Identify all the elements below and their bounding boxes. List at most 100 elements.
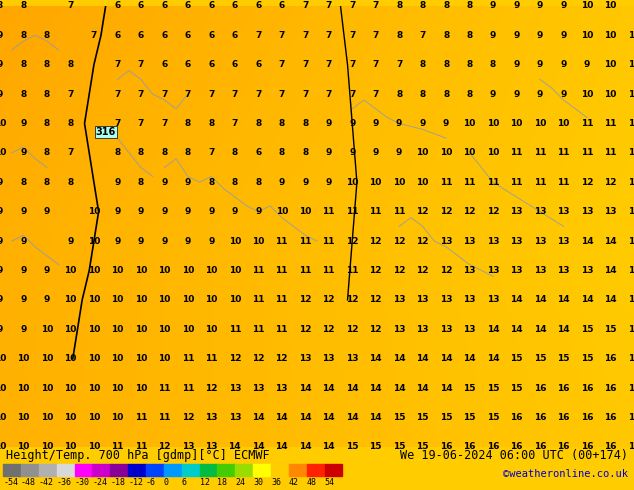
Text: 6: 6: [138, 31, 144, 40]
Text: 7: 7: [161, 119, 167, 128]
Text: 13: 13: [463, 266, 476, 275]
Text: 7: 7: [67, 1, 74, 10]
Text: 12: 12: [604, 178, 617, 187]
Text: 7: 7: [325, 90, 332, 98]
Text: Height/Temp. 700 hPa [gdmp][°C] ECMWF: Height/Temp. 700 hPa [gdmp][°C] ECMWF: [6, 449, 270, 462]
Text: 8: 8: [44, 90, 50, 98]
Text: 10: 10: [182, 325, 194, 334]
Text: 16: 16: [534, 413, 547, 422]
Text: 12: 12: [323, 325, 335, 334]
Text: 7: 7: [278, 90, 285, 98]
Text: 14: 14: [275, 442, 288, 451]
Text: 10: 10: [111, 325, 124, 334]
Text: 9: 9: [20, 207, 27, 216]
Text: 14: 14: [463, 354, 476, 363]
Text: 10: 10: [417, 148, 429, 157]
Text: 13: 13: [534, 207, 547, 216]
Bar: [182, 464, 200, 476]
Text: 13: 13: [487, 295, 500, 304]
Text: 9: 9: [208, 207, 214, 216]
Text: 9: 9: [0, 90, 3, 98]
Text: 7: 7: [373, 31, 379, 40]
Text: 15: 15: [534, 354, 547, 363]
Text: 16: 16: [604, 384, 617, 392]
Text: 14: 14: [417, 384, 429, 392]
Text: 8: 8: [231, 178, 238, 187]
Text: 14: 14: [323, 413, 335, 422]
Text: 11: 11: [205, 354, 217, 363]
Text: 8: 8: [420, 90, 426, 98]
Text: 6: 6: [208, 60, 214, 69]
Text: 15: 15: [604, 325, 617, 334]
Text: 9: 9: [184, 237, 191, 245]
Text: 8: 8: [255, 119, 261, 128]
Text: 16: 16: [604, 413, 617, 422]
Text: 12: 12: [440, 207, 453, 216]
Text: 13: 13: [534, 237, 547, 245]
Text: 10: 10: [0, 119, 6, 128]
Text: 13: 13: [463, 237, 476, 245]
Text: 11: 11: [323, 207, 335, 216]
Text: 7: 7: [231, 90, 238, 98]
Text: 15: 15: [581, 354, 593, 363]
Text: 9: 9: [114, 178, 120, 187]
Text: 10: 10: [111, 354, 124, 363]
Text: 11: 11: [581, 148, 593, 157]
Text: 11: 11: [393, 207, 405, 216]
Text: 13: 13: [557, 207, 570, 216]
Bar: [200, 464, 217, 476]
Text: 8: 8: [302, 148, 308, 157]
Text: 9: 9: [560, 60, 567, 69]
Text: 10: 10: [17, 442, 30, 451]
Text: 8: 8: [44, 178, 50, 187]
Text: 7: 7: [396, 60, 403, 69]
Text: 10: 10: [229, 237, 241, 245]
Text: 8: 8: [161, 148, 167, 157]
Text: 9: 9: [208, 237, 214, 245]
Text: 11: 11: [510, 178, 523, 187]
Text: 14: 14: [299, 384, 311, 392]
Text: 9: 9: [138, 237, 144, 245]
Text: 10: 10: [64, 354, 77, 363]
Text: 6: 6: [161, 60, 167, 69]
Text: 10: 10: [0, 442, 6, 451]
Text: 10: 10: [299, 207, 311, 216]
Text: 10: 10: [440, 148, 452, 157]
Text: 14: 14: [557, 295, 570, 304]
Text: 11: 11: [604, 148, 617, 157]
Text: 8: 8: [184, 119, 191, 128]
Text: 9: 9: [490, 90, 496, 98]
Text: 12: 12: [370, 325, 382, 334]
Text: 10: 10: [205, 266, 217, 275]
Text: 6: 6: [114, 1, 120, 10]
Text: -12: -12: [128, 478, 143, 487]
Text: 10: 10: [158, 325, 171, 334]
Text: 11: 11: [487, 178, 500, 187]
Text: 8: 8: [20, 90, 27, 98]
Text: 12: 12: [370, 295, 382, 304]
Text: 16: 16: [557, 413, 570, 422]
Text: 13: 13: [205, 413, 217, 422]
Text: 8: 8: [443, 60, 450, 69]
Text: 8: 8: [396, 31, 403, 40]
Text: 7: 7: [325, 60, 332, 69]
Text: 9: 9: [20, 119, 27, 128]
Text: 10: 10: [417, 178, 429, 187]
Text: 13: 13: [510, 207, 523, 216]
Bar: [146, 464, 164, 476]
Text: 9: 9: [514, 60, 520, 69]
Bar: [253, 464, 271, 476]
Text: 10: 10: [182, 295, 194, 304]
Text: 8: 8: [279, 119, 285, 128]
Text: 54: 54: [325, 478, 335, 487]
Text: 10: 10: [0, 384, 6, 392]
Text: 8: 8: [67, 119, 74, 128]
Text: 10: 10: [87, 266, 100, 275]
Text: 12: 12: [417, 207, 429, 216]
Text: 16: 16: [581, 442, 593, 451]
Text: 9: 9: [325, 148, 332, 157]
Text: 15: 15: [393, 442, 405, 451]
Text: 9: 9: [0, 237, 3, 245]
Text: 9: 9: [349, 119, 356, 128]
Text: 9: 9: [349, 148, 356, 157]
